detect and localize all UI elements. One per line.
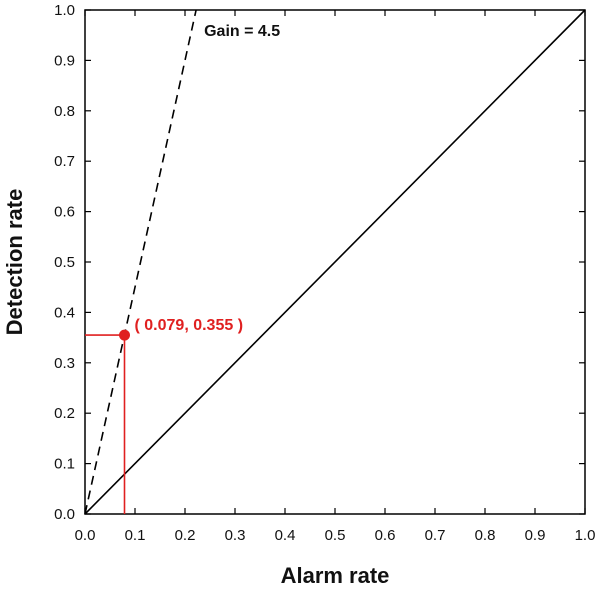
y-tick-label: 0.9 [54,52,75,69]
gain-line [84,9,197,515]
gain-label: Gain = 4.5 [204,23,280,40]
x-tick-label: 0.6 [375,527,396,544]
y-tick-label: 1.0 [54,2,75,19]
chart-labels: Gain = 4.5 ( 0.079, 0.355 ) Alarm rate Dete… [2,23,389,588]
y-tick-label: 0.0 [54,506,75,523]
x-tick-label: 0.2 [175,527,196,544]
diagonal-line [84,9,586,515]
y-tick-label: 0.2 [54,405,75,422]
x-tick-label: 0.7 [425,527,446,544]
x-tick-label: 1.0 [575,527,596,544]
x-tick-label: 0.4 [275,527,296,544]
x-tick-label: 0.3 [225,527,246,544]
y-tick-label: 0.3 [54,355,75,372]
y-tick-label: 0.6 [54,204,75,221]
x-tick-label: 0.8 [475,527,496,544]
chart-ticks: 0.0 0.1 0.2 0.3 0.4 0.5 0.6 0.7 0.8 0.9 1.0 0.0 0.1 0… [54,2,595,544]
y-tick-label: 0.4 [54,304,75,321]
chart-marks [84,9,586,515]
y-tick-label: 0.5 [54,254,75,271]
x-tick-label: 0.5 [325,527,346,544]
x-tick-label: 0.9 [525,527,546,544]
highlight-point [119,329,130,341]
point-label: ( 0.079, 0.355 ) [135,317,244,334]
x-axis-title: Alarm rate [281,563,390,588]
y-tick-label: 0.8 [54,103,75,120]
x-tick-label: 0.0 [75,527,96,544]
x-tick-label: 0.1 [125,527,146,544]
y-tick-label: 0.7 [54,153,75,170]
y-tick-label: 0.1 [54,456,75,473]
y-axis-title: Detection rate [2,189,27,336]
